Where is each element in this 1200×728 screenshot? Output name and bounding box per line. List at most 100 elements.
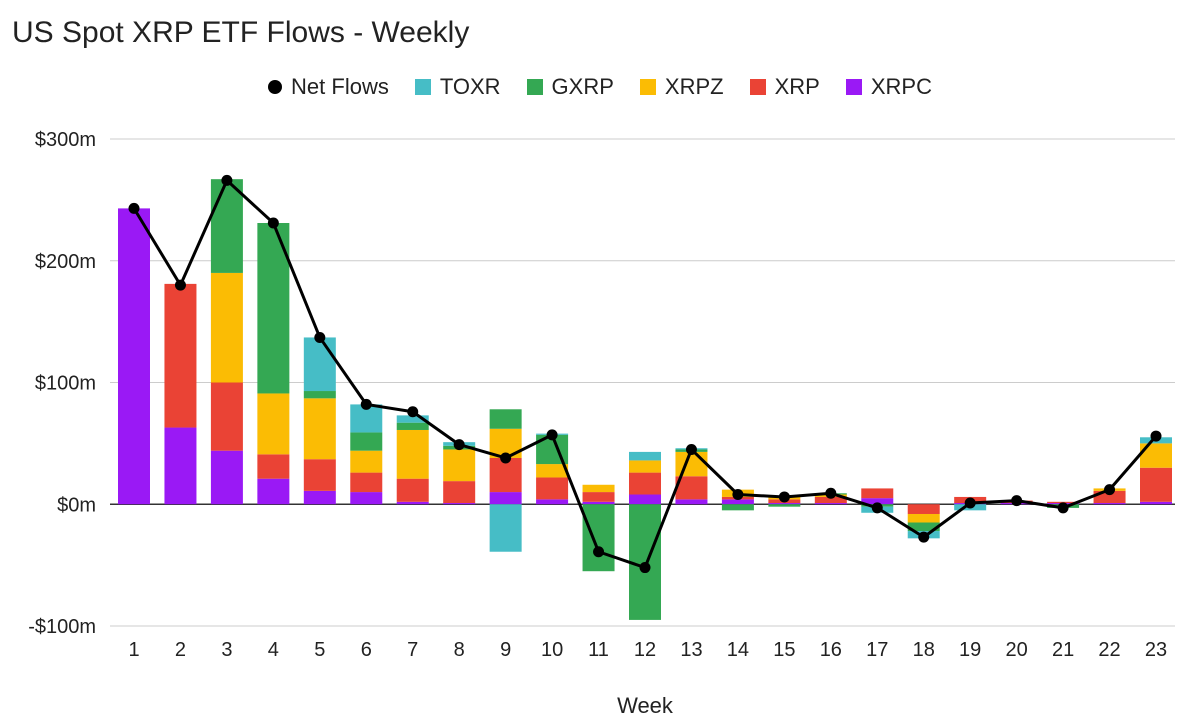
bar-xrpz-week-7 [396, 429, 429, 479]
legend-label-net-flows: Net Flows [291, 74, 389, 99]
bar-gxrp-week-15 [768, 504, 801, 507]
bar-xrpz-week-12 [629, 460, 661, 473]
bar-xrpc-week-12 [629, 494, 661, 505]
bar-toxr-week-7 [396, 415, 429, 423]
y-tick-label: -$100m [28, 616, 96, 638]
bar-xrpz-week-3 [210, 272, 243, 383]
bar-xrp-week-17 [861, 488, 894, 499]
net-flows-point-week-11 [593, 546, 605, 558]
bar-xrpc-week-1 [118, 208, 150, 505]
net-flows-point-week-1 [128, 202, 140, 214]
legend-label-xrp: XRP [774, 74, 820, 99]
bar-gxrp-week-5 [303, 391, 336, 399]
bar-xrpc-week-7 [396, 501, 429, 505]
bar-xrp-week-4 [257, 454, 290, 479]
bar-xrpz-week-10 [536, 464, 569, 478]
legend-swatch-xrpc [845, 79, 862, 95]
bar-gxrp-week-14 [721, 504, 754, 511]
bar-xrpz-week-11 [582, 484, 615, 493]
legend-item-gxrp: GXRP [526, 74, 614, 100]
bar-xrpc-week-23 [1140, 501, 1172, 505]
bar-xrpc-week-15 [768, 503, 801, 505]
x-tick-label: 2 [175, 639, 186, 661]
net-flows-point-week-18 [918, 531, 930, 543]
legend-item-xrpz: XRPZ [639, 74, 724, 100]
bar-xrp-week-3 [210, 382, 243, 451]
bar-gxrp-week-11 [582, 504, 615, 572]
bar-toxr-week-5 [303, 337, 336, 392]
bar-gxrp-week-9 [489, 409, 522, 429]
x-tick-label: 5 [314, 639, 325, 661]
bar-xrpc-week-22 [1093, 503, 1126, 505]
bar-xrpc-week-8 [443, 503, 476, 505]
net-flows-point-week-13 [685, 443, 697, 455]
bar-xrpc-week-5 [303, 490, 336, 505]
net-flows-point-week-15 [778, 491, 790, 503]
x-tick-label: 18 [913, 639, 935, 661]
legend-swatch-xrpz [639, 79, 656, 95]
net-flows-point-week-20 [1011, 495, 1023, 507]
bar-xrpc-week-13 [675, 499, 708, 505]
bar-xrp-week-12 [629, 472, 661, 495]
bar-xrp-week-10 [536, 477, 569, 500]
bar-xrp-week-16 [814, 496, 847, 504]
net-flows-point-week-22 [1104, 484, 1116, 496]
x-tick-label: 12 [634, 639, 656, 661]
net-flows-point-week-6 [360, 398, 372, 410]
bar-xrpc-week-16 [814, 503, 847, 505]
x-tick-label: 10 [541, 639, 563, 661]
bar-xrpz-week-4 [257, 393, 290, 455]
legend-label-xrpc: XRPC [870, 74, 932, 99]
legend-item-toxr: TOXR [414, 74, 501, 100]
legend-label-xrpz: XRPZ [664, 74, 724, 99]
bar-xrpz-week-5 [303, 398, 336, 460]
bar-toxr-week-12 [629, 451, 661, 461]
net-flows-point-week-7 [407, 406, 419, 418]
legend-swatch-gxrp [526, 79, 543, 95]
net-flows-point-week-19 [964, 497, 976, 509]
y-tick-label: $0m [57, 494, 96, 516]
legend-item-xrp: XRP [749, 74, 820, 100]
x-tick-label: 11 [588, 639, 609, 661]
bar-xrpc-week-9 [489, 492, 522, 505]
bar-xrpc-week-3 [210, 450, 243, 505]
legend-item-xrpc: XRPC [845, 74, 932, 100]
legend-swatch-xrp [749, 79, 766, 95]
bar-xrp-week-8 [443, 481, 476, 504]
legend-swatch-toxr [414, 79, 431, 95]
bar-xrpz-week-18 [907, 513, 940, 523]
bar-gxrp-week-6 [350, 432, 383, 451]
legend-label-gxrp: GXRP [551, 74, 614, 99]
x-tick-label: 6 [361, 639, 372, 661]
bar-xrp-week-23 [1140, 467, 1172, 502]
net-flows-point-week-5 [314, 331, 326, 343]
bar-gxrp-week-18 [907, 522, 940, 532]
y-tick-label: $100m [35, 373, 96, 395]
bar-xrpc-week-11 [582, 501, 615, 505]
x-tick-label: 7 [407, 639, 418, 661]
net-flows-point-week-12 [639, 562, 651, 574]
x-tick-label: 21 [1052, 639, 1074, 661]
bar-xrpz-week-8 [443, 449, 476, 482]
bar-gxrp-week-3 [210, 179, 243, 273]
bar-xrp-week-5 [303, 459, 336, 491]
bar-gxrp-week-7 [396, 422, 429, 430]
x-tick-label: 22 [1098, 639, 1120, 661]
net-flows-point-week-21 [1057, 502, 1069, 514]
x-tick-label: 13 [680, 639, 702, 661]
x-tick-label: 16 [820, 639, 842, 661]
legend-swatch-net-flows [268, 80, 283, 94]
chart-title: US Spot XRP ETF Flows - Weekly [12, 16, 470, 49]
legend-label-toxr: TOXR [439, 74, 501, 99]
net-flows-point-week-10 [546, 429, 558, 441]
x-tick-label: 9 [500, 639, 511, 661]
bar-xrp-week-13 [675, 476, 708, 500]
x-tick-label: 15 [773, 639, 795, 661]
legend: Net Flows TOXR GXRP XRPZ XRP XRPC [0, 74, 1200, 100]
net-flows-point-week-4 [267, 217, 279, 229]
bar-xrpc-week-4 [257, 478, 290, 505]
net-flows-point-week-16 [825, 487, 837, 499]
y-tick-label: $300m [35, 129, 96, 151]
net-flows-point-week-23 [1150, 430, 1162, 442]
